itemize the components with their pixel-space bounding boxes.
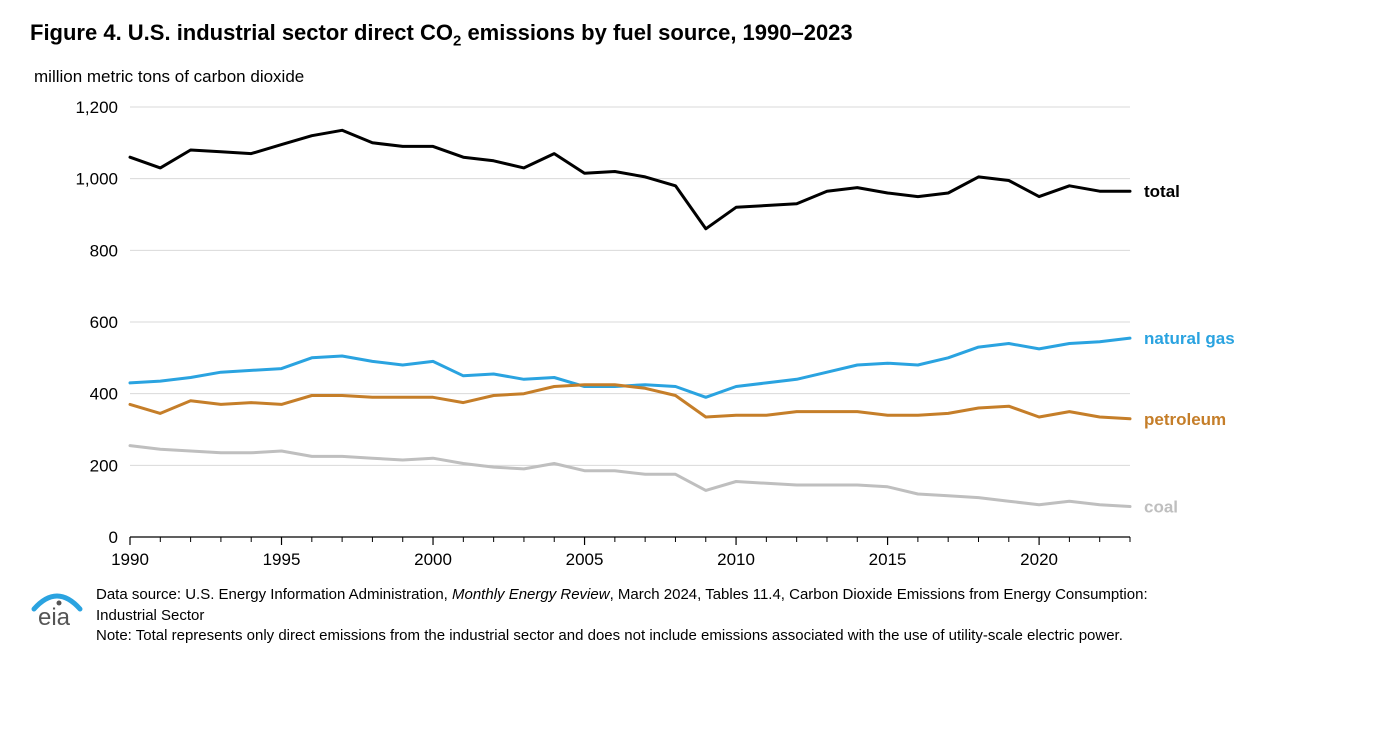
chart-svg: 0 200 400 600 800 1,000 1,200 1990 1995 2000 2005 2… bbox=[30, 97, 1290, 567]
x-tick-label: 2020 bbox=[1020, 550, 1058, 567]
svg-text:eia: eia bbox=[38, 604, 71, 629]
x-tick-label: 1995 bbox=[263, 550, 301, 567]
title-suffix: emissions by fuel source, 1990–2023 bbox=[461, 20, 852, 45]
title-prefix: Figure 4. U.S. industrial sector direct … bbox=[30, 20, 453, 45]
figure-title: Figure 4. U.S. industrial sector direct … bbox=[30, 20, 1347, 49]
series-petroleum bbox=[130, 385, 1130, 419]
x-tick-label: 2005 bbox=[566, 550, 604, 567]
footer-note: Note: Total represents only direct emiss… bbox=[96, 627, 1123, 644]
x-tick-label: 1990 bbox=[111, 550, 149, 567]
series-label-total: total bbox=[1144, 183, 1180, 202]
x-tick-label: 2010 bbox=[717, 550, 755, 567]
x-tick-label: 2015 bbox=[869, 550, 907, 567]
x-tick-label: 2000 bbox=[414, 550, 452, 567]
y-tick-label: 600 bbox=[90, 313, 118, 332]
series-total bbox=[130, 131, 1130, 230]
series-label-coal: coal bbox=[1144, 498, 1178, 517]
y-tick-label: 200 bbox=[90, 457, 118, 476]
y-tick-label: 400 bbox=[90, 385, 118, 404]
series-natural_gas bbox=[130, 338, 1130, 397]
eia-logo-icon: eia bbox=[30, 587, 84, 629]
source-prefix: Data source: U.S. Energy Information Adm… bbox=[96, 586, 452, 603]
y-tick-label: 0 bbox=[109, 528, 118, 547]
source-em: Monthly Energy Review bbox=[452, 586, 610, 603]
y-tick-label: 1,000 bbox=[75, 170, 118, 189]
series-coal bbox=[130, 446, 1130, 507]
line-chart: 0 200 400 600 800 1,000 1,200 1990 1995 2000 2005 2… bbox=[30, 97, 1290, 567]
series-label-petroleum: petroleum bbox=[1144, 410, 1226, 429]
y-axis-unit-label: million metric tons of carbon dioxide bbox=[34, 67, 1347, 87]
y-tick-label: 800 bbox=[90, 242, 118, 261]
series-label-natural_gas: natural gas bbox=[1144, 330, 1235, 349]
figure-footer: eia Data source: U.S. Energy Information… bbox=[30, 585, 1347, 646]
y-tick-label: 1,200 bbox=[75, 98, 118, 117]
footer-text: Data source: U.S. Energy Information Adm… bbox=[96, 585, 1196, 646]
